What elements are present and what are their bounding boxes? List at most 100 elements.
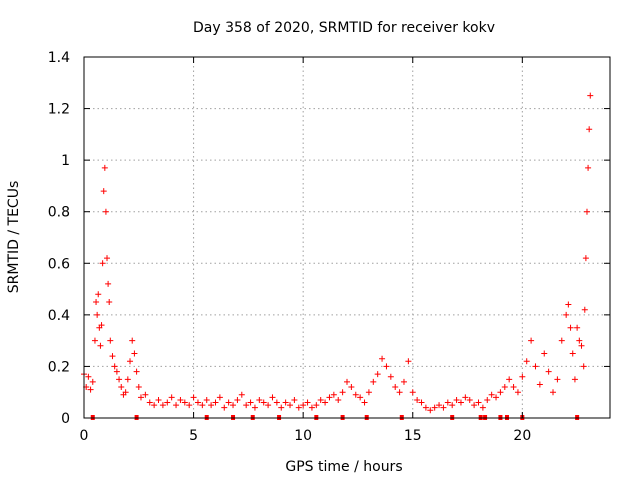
x-tick-label: 10 bbox=[294, 428, 312, 444]
data-point bbox=[116, 376, 123, 383]
data-point bbox=[106, 298, 113, 305]
data-point bbox=[558, 337, 565, 344]
data-point bbox=[247, 399, 254, 406]
data-point bbox=[221, 404, 228, 411]
data-point bbox=[234, 396, 241, 403]
data-point bbox=[230, 402, 237, 409]
data-point bbox=[322, 399, 329, 406]
data-point bbox=[97, 342, 104, 349]
data-point bbox=[587, 92, 594, 99]
data-point bbox=[94, 311, 101, 318]
data-point bbox=[304, 399, 311, 406]
data-point bbox=[127, 358, 134, 365]
data-point bbox=[580, 363, 587, 370]
data-point bbox=[361, 399, 368, 406]
data-point bbox=[216, 394, 223, 401]
data-point bbox=[348, 384, 355, 391]
data-point bbox=[313, 402, 320, 409]
x-tick-label: 15 bbox=[404, 428, 422, 444]
data-point bbox=[95, 291, 102, 298]
data-point bbox=[173, 402, 180, 409]
data-point bbox=[199, 402, 206, 409]
data-point bbox=[142, 391, 149, 398]
data-point bbox=[146, 399, 153, 406]
data-point bbox=[308, 404, 315, 411]
data-point bbox=[571, 376, 578, 383]
y-tick-label: 1 bbox=[61, 153, 70, 169]
data-point bbox=[101, 164, 108, 171]
data-point bbox=[317, 396, 324, 403]
data-point bbox=[585, 164, 592, 171]
data-point bbox=[105, 280, 112, 287]
data-point bbox=[225, 399, 232, 406]
data-point bbox=[100, 188, 107, 195]
x-tick-label: 5 bbox=[189, 428, 198, 444]
y-tick-label: 1.4 bbox=[48, 50, 70, 66]
data-point bbox=[374, 371, 381, 378]
data-point bbox=[396, 389, 403, 396]
data-point bbox=[383, 363, 390, 370]
data-point bbox=[273, 399, 280, 406]
data-point bbox=[109, 353, 116, 360]
data-point bbox=[122, 389, 129, 396]
data-point bbox=[93, 298, 100, 305]
grid-layer bbox=[84, 57, 610, 418]
data-point bbox=[431, 404, 438, 411]
data-point bbox=[137, 394, 144, 401]
data-point bbox=[523, 358, 530, 365]
data-point bbox=[102, 208, 109, 215]
data-point bbox=[111, 363, 118, 370]
data-point bbox=[475, 399, 482, 406]
chart-title: Day 358 of 2020, SRMTID for receiver kok… bbox=[193, 20, 495, 36]
data-point bbox=[85, 373, 92, 380]
data-point bbox=[91, 337, 98, 344]
data-point bbox=[118, 384, 125, 391]
y-tick-label: 0.4 bbox=[48, 308, 70, 324]
data-point bbox=[133, 368, 140, 375]
data-point bbox=[269, 394, 276, 401]
data-point bbox=[181, 399, 188, 406]
data-point bbox=[457, 399, 464, 406]
data-point bbox=[436, 402, 443, 409]
data-point bbox=[104, 255, 111, 262]
data-point bbox=[107, 337, 114, 344]
data-point bbox=[194, 399, 201, 406]
data-point bbox=[238, 391, 245, 398]
data-point bbox=[212, 399, 219, 406]
data-point bbox=[300, 402, 307, 409]
data-point bbox=[400, 378, 407, 385]
data-point bbox=[567, 324, 574, 331]
data-point bbox=[251, 404, 258, 411]
data-point bbox=[501, 384, 508, 391]
data-point bbox=[177, 396, 184, 403]
data-point bbox=[550, 389, 557, 396]
data-point bbox=[365, 389, 372, 396]
data-point bbox=[335, 396, 342, 403]
data-point bbox=[98, 322, 105, 329]
data-point bbox=[330, 391, 337, 398]
data-point bbox=[519, 373, 526, 380]
data-point bbox=[569, 350, 576, 357]
data-point bbox=[514, 389, 521, 396]
data-point bbox=[532, 363, 539, 370]
x-tick-label: 20 bbox=[513, 428, 531, 444]
data-point bbox=[581, 306, 588, 313]
data-point bbox=[444, 399, 451, 406]
tick-layer: 0 0.2 0.4 0.6 0.8 1 1.2 1.4 0 5 10 15 20 bbox=[48, 50, 610, 444]
data-point bbox=[155, 396, 162, 403]
data-point bbox=[87, 386, 94, 393]
data-point bbox=[352, 391, 359, 398]
y-axis-label: SRMTID / TECUs bbox=[6, 181, 22, 294]
data-point bbox=[203, 396, 210, 403]
points-layer bbox=[81, 92, 594, 414]
data-point bbox=[536, 381, 543, 388]
data-point bbox=[168, 394, 175, 401]
data-point bbox=[344, 378, 350, 385]
data-point bbox=[339, 389, 346, 396]
data-point bbox=[440, 404, 447, 411]
plot-frame bbox=[83, 56, 611, 419]
data-point bbox=[576, 337, 583, 344]
data-point bbox=[545, 368, 552, 375]
data-point bbox=[497, 389, 504, 396]
